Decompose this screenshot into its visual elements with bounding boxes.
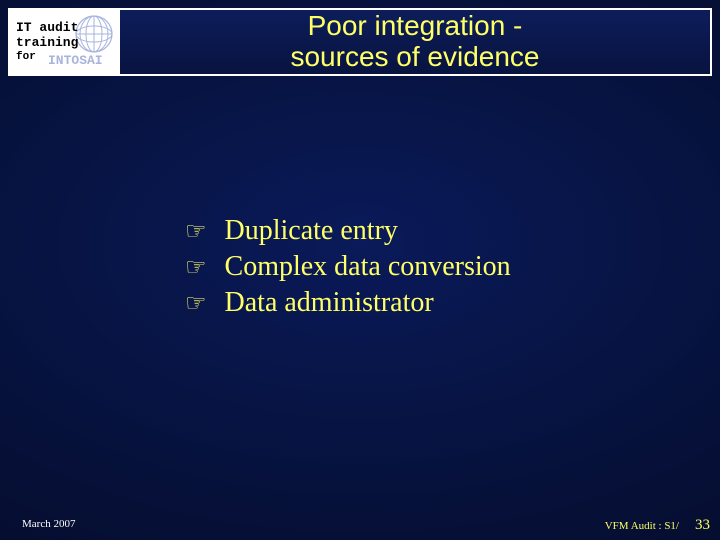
list-item: ☞ Complex data conversion <box>185 251 511 283</box>
logo-text: IT audit training for <box>16 21 112 64</box>
footer-doc-label: VFM Audit : S1/ <box>605 520 679 532</box>
bullet-list: ☞ Duplicate entry ☞ Complex data convers… <box>185 215 511 323</box>
title-line2: sources of evidence <box>290 41 539 72</box>
logo-line2: training <box>16 36 112 51</box>
slide-title: Poor integration - sources of evidence <box>290 11 539 73</box>
hand-point-icon: ☞ <box>185 220 207 244</box>
logo-line3: for <box>16 51 112 64</box>
hand-point-icon: ☞ <box>185 292 207 316</box>
list-item: ☞ Duplicate entry <box>185 215 511 247</box>
title-line1: Poor integration - <box>308 10 523 41</box>
item-text: Data administrator <box>225 287 434 319</box>
logo-line1: IT audit <box>16 21 112 36</box>
item-text: Duplicate entry <box>225 215 398 247</box>
footer: March 2007 VFM Audit : S1/ 33 <box>0 514 720 534</box>
logo-box: IT audit training for INTOSAI <box>10 10 120 74</box>
footer-page-number: 33 <box>695 517 710 534</box>
hand-point-icon: ☞ <box>185 256 207 280</box>
list-item: ☞ Data administrator <box>185 287 511 319</box>
header-band: IT audit training for INTOSAI Poor integ… <box>8 8 712 76</box>
item-text: Complex data conversion <box>225 251 511 283</box>
footer-right: VFM Audit : S1/ 33 <box>605 517 710 534</box>
slide: IT audit training for INTOSAI Poor integ… <box>0 0 720 540</box>
footer-date: March 2007 <box>22 518 75 530</box>
title-area: Poor integration - sources of evidence <box>120 10 710 74</box>
